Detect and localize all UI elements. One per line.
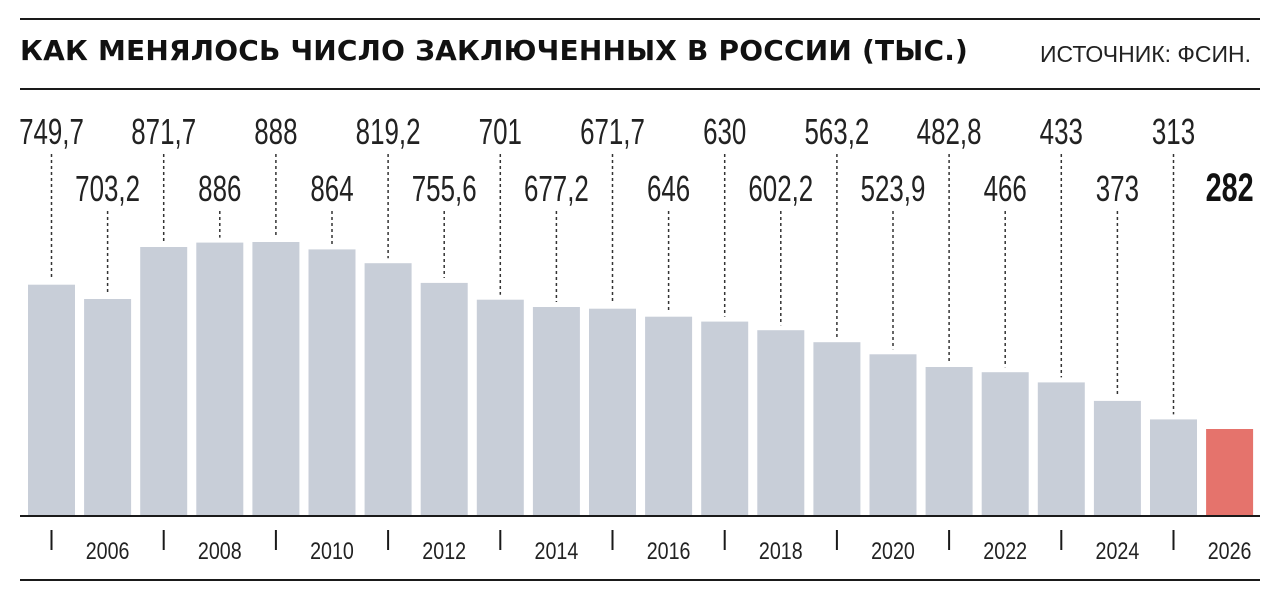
- chart-title: КАК МЕНЯЛОСЬ ЧИСЛО ЗАКЛЮЧЕННЫХ В РОССИИ …: [20, 34, 969, 67]
- x-tick-label: 2022: [983, 537, 1027, 564]
- x-tick-label: 2006: [86, 537, 130, 564]
- data-label-2005: 749,7: [19, 112, 84, 152]
- bar-2016: [645, 316, 693, 516]
- title-rule: [20, 88, 1260, 90]
- bar-2012: [420, 282, 468, 516]
- bar-2024: [1093, 400, 1141, 516]
- x-tick-label: 2024: [1096, 537, 1140, 564]
- data-label-2021: 482,8: [917, 112, 982, 152]
- data-label-2011: 819,2: [356, 112, 421, 152]
- bar-2014: [532, 307, 580, 516]
- data-label-2018: 602,2: [748, 169, 813, 209]
- bar-2022: [981, 372, 1029, 516]
- bar-2018: [757, 330, 805, 516]
- bar-2013: [476, 299, 524, 516]
- bar-2023: [1037, 382, 1085, 516]
- data-label-2025: 313: [1152, 112, 1195, 152]
- x-tick-label: 2018: [759, 537, 803, 564]
- bar-2006: [84, 299, 132, 516]
- data-label-2024: 373: [1096, 169, 1139, 209]
- data-label-2026: 282: [1206, 165, 1254, 210]
- data-label-2014: 677,2: [524, 169, 589, 209]
- bar-2017: [701, 321, 749, 516]
- bar-2005: [28, 284, 75, 516]
- data-label-2016: 646: [647, 169, 690, 209]
- data-label-2012: 755,6: [412, 169, 477, 209]
- bar-2008: [196, 242, 244, 516]
- data-label-2009: 888: [254, 112, 297, 152]
- bar-2010: [308, 249, 356, 516]
- bar-2011: [364, 263, 412, 516]
- x-tick-label: 2008: [198, 537, 242, 564]
- x-tick-label: 2010: [310, 537, 354, 564]
- data-label-2023: 433: [1040, 112, 1083, 152]
- source-note: ИСТОЧНИК: ФСИН.: [1040, 41, 1252, 67]
- bar-2020: [869, 354, 917, 516]
- data-label-2019: 563,2: [804, 112, 869, 152]
- data-label-2007: 871,7: [131, 112, 196, 152]
- top-rule: [20, 18, 1260, 20]
- x-tick-label: 2014: [535, 537, 579, 564]
- data-label-2022: 466: [984, 169, 1027, 209]
- data-label-2015: 671,7: [580, 112, 645, 152]
- data-label-2006: 703,2: [75, 169, 140, 209]
- x-tick-label: 2012: [422, 537, 466, 564]
- data-label-2017: 630: [703, 112, 746, 152]
- bar-2015: [589, 308, 636, 516]
- bottom-rule: [20, 579, 1260, 581]
- bar-chart: kommersant.ru749,7703,2871,7886888864819…: [19, 112, 1260, 564]
- data-label-2008: 886: [198, 169, 241, 209]
- bar-2007: [140, 247, 188, 516]
- data-label-2020: 523,9: [861, 169, 926, 209]
- bar-2021: [925, 367, 973, 516]
- bar-2019: [813, 342, 861, 516]
- x-tick-label: 2026: [1208, 537, 1252, 564]
- x-tick-label: 2016: [647, 537, 691, 564]
- data-label-2013: 701: [479, 112, 522, 152]
- bar-2026: [1206, 429, 1254, 516]
- bar-2025: [1150, 419, 1197, 516]
- data-label-2010: 864: [310, 169, 353, 209]
- x-tick-label: 2020: [871, 537, 915, 564]
- bar-2009: [252, 242, 300, 516]
